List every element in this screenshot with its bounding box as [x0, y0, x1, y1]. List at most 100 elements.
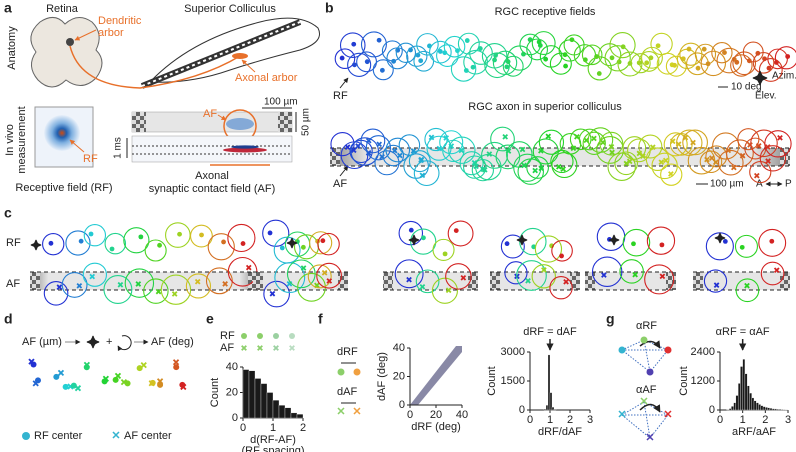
af-center: [521, 162, 527, 169]
rf-center: [70, 382, 77, 389]
scale-label: 100 µm: [264, 97, 298, 108]
rf-center: [695, 65, 701, 71]
rf-center: [755, 50, 761, 56]
panel-label: c: [4, 205, 12, 221]
af-outline: [619, 259, 644, 284]
af-outline: [582, 131, 606, 155]
af-outline: [682, 129, 708, 156]
rf-outline: [596, 222, 626, 252]
checker: [330, 148, 340, 166]
rf-outline: [469, 41, 493, 65]
rf-outline: [372, 59, 394, 81]
af-center: [541, 267, 547, 273]
axonal-label: Axonal arbor: [235, 72, 298, 84]
af-center: [570, 145, 577, 152]
af-center: [269, 290, 276, 297]
panel-e: e RF AF: [206, 311, 235, 354]
af-outline: [481, 141, 508, 169]
icon-cross: ✕: [645, 432, 654, 444]
bar: [767, 407, 771, 411]
af-outline: [735, 278, 760, 303]
af-center: [172, 359, 180, 366]
af-outline: [663, 132, 688, 157]
af-center: [155, 288, 162, 295]
af-outline: [750, 129, 778, 158]
bar: [756, 402, 759, 411]
pointer: [339, 165, 349, 177]
rf-center: [543, 56, 549, 62]
panel-label: a: [4, 0, 12, 16]
af-outline: [124, 268, 155, 298]
af-center: [117, 281, 124, 288]
bar: [760, 405, 764, 411]
rf-outline: [83, 224, 107, 247]
x-axis-label: (RF spacing): [242, 445, 305, 452]
row-label: RF: [6, 237, 21, 249]
af-outline: [205, 267, 233, 295]
checker: [490, 272, 500, 290]
legend-text: AF: [220, 342, 234, 354]
bar: [778, 409, 782, 411]
bar: [765, 407, 768, 411]
rf-outline: [711, 41, 733, 64]
legend-text: αRF: [636, 320, 657, 332]
af-outline: [385, 137, 411, 163]
bar: [781, 409, 784, 411]
plot-title: αRF = αAF: [716, 326, 770, 338]
rf-outline: [492, 50, 518, 76]
icon-dot: [618, 346, 626, 354]
x-tick-label: 40: [456, 409, 468, 421]
af-center: [289, 345, 295, 351]
caption: synaptic contact field (AF): [149, 183, 276, 195]
af-center: [194, 278, 201, 285]
rf-outline: [539, 45, 563, 68]
af-center: [713, 159, 719, 165]
row-title: RGC axon in superior colliculus: [468, 101, 622, 113]
af-center: [640, 153, 646, 160]
rf-outline: [767, 48, 788, 70]
af-center: [273, 345, 279, 351]
af-center: [765, 158, 771, 164]
af-outline: [316, 262, 342, 289]
panel-g: g αRF αAF ✕ ✕ ✕ ✕: [606, 311, 673, 444]
sc-title: Superior Colliculus: [184, 3, 276, 15]
panel-a: a Retina Superior Colliculus Anatomy Den…: [4, 0, 320, 195]
af-center: [755, 143, 762, 149]
af-center: [257, 345, 263, 351]
bar: [776, 409, 780, 411]
af-outline: [463, 155, 487, 179]
rf-center: [785, 54, 791, 59]
bar: [769, 408, 773, 411]
rf-outline: [609, 32, 636, 59]
rf-center: [477, 46, 483, 51]
rf-center: [504, 64, 510, 70]
axonal-arbor: [232, 53, 248, 59]
rf-center: [437, 49, 443, 54]
bar: [553, 409, 557, 411]
rf-center: [112, 376, 119, 383]
rf-outline: [413, 50, 435, 72]
axis-label: P: [785, 179, 792, 190]
rf-outline: [730, 54, 753, 77]
rf-outline: [123, 227, 150, 254]
rf-center: [199, 232, 204, 238]
retina-title: Retina: [46, 3, 79, 15]
rf-outline: [716, 47, 743, 74]
panel-label: f: [318, 311, 323, 327]
af-center: [76, 282, 83, 289]
af-outline: [413, 160, 440, 187]
af-center: [443, 135, 450, 141]
rf-outline: [317, 232, 340, 256]
af-outline: [263, 280, 290, 308]
rf-center: [463, 68, 469, 73]
af-center: [300, 265, 307, 271]
panel-d: d AF (µm) + AF (deg) RF center ✕ AF cent…: [4, 311, 194, 442]
af-label: AF: [203, 108, 217, 120]
af-center: [471, 159, 478, 166]
rf-outline: [700, 50, 726, 77]
af-center: [140, 362, 147, 369]
af-outline: [645, 147, 670, 172]
y-tick-label: 3000: [501, 346, 525, 358]
rotate-icon: [117, 335, 132, 352]
angle-arrow: [639, 403, 661, 413]
